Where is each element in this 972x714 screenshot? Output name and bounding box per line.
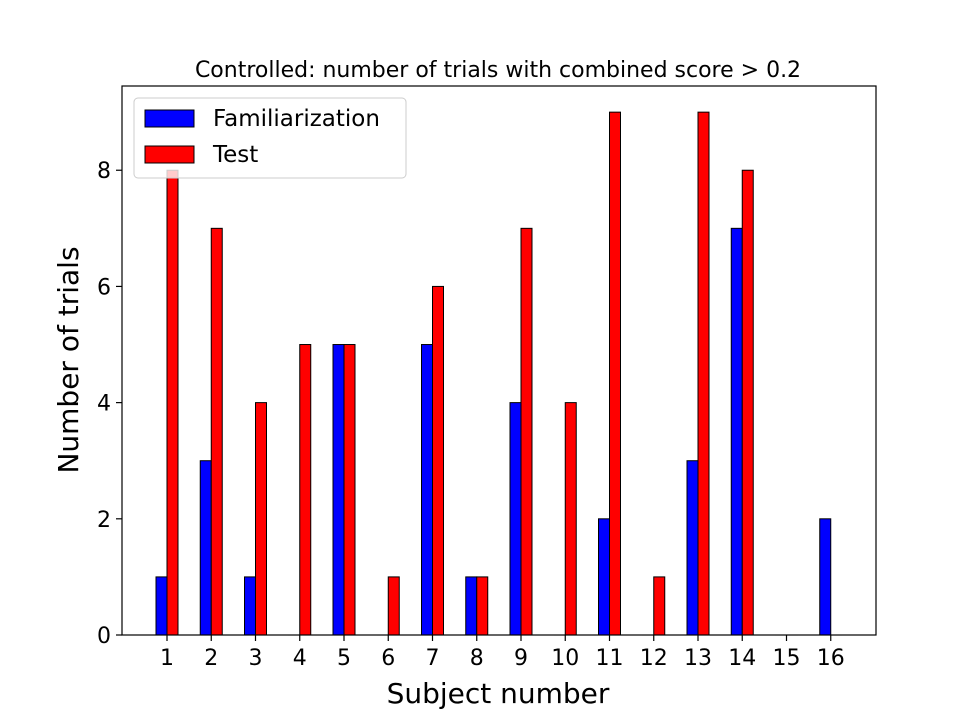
bar-test-4 [299, 344, 312, 636]
y-tick-label-2: 2 [97, 508, 111, 533]
legend: Familiarization Test [133, 97, 407, 179]
bar-test-11 [609, 111, 621, 636]
y-tick-label-4: 4 [97, 392, 111, 417]
bar-test-7 [432, 285, 444, 636]
bar-familiarization-11 [598, 518, 610, 636]
bar-test-1 [166, 169, 179, 636]
bar-familiarization-13 [686, 460, 699, 636]
legend-box [133, 97, 407, 179]
bar-test-12 [653, 576, 666, 636]
bar-familiarization-8 [465, 576, 478, 636]
legend-swatch-test [144, 145, 195, 164]
bar-test-5 [343, 344, 356, 636]
chart-title: Controlled: number of trials with combin… [195, 58, 801, 83]
plot-frame [121, 85, 877, 636]
y-tick-label-6: 6 [97, 275, 111, 300]
y-tick-label-0: 0 [97, 624, 111, 649]
x-tick-label-1: 1 [160, 646, 174, 671]
bar-test-3 [255, 402, 267, 636]
bar-familiarization-7 [421, 344, 433, 636]
bar-familiarization-2 [199, 460, 212, 636]
y-axis-label: Number of trials [52, 246, 85, 473]
x-tick-label-3: 3 [249, 646, 263, 671]
x-tick-label-7: 7 [426, 646, 440, 671]
x-tick-label-13: 13 [684, 646, 712, 671]
bar-test-8 [476, 576, 489, 636]
x-axis-label: Subject number [387, 677, 610, 710]
x-tick-label-14: 14 [728, 646, 756, 671]
x-tick-label-9: 9 [514, 646, 528, 671]
y-tick-label-8: 8 [97, 159, 111, 184]
x-tick-label-12: 12 [640, 646, 668, 671]
bar-test-9 [520, 227, 533, 636]
x-tick-label-16: 16 [817, 646, 845, 671]
x-tick-label-10: 10 [551, 646, 579, 671]
bar-familiarization-14 [730, 227, 743, 636]
x-tick-label-6: 6 [381, 646, 395, 671]
bars-layer [155, 111, 843, 636]
x-tick-label-15: 15 [773, 646, 801, 671]
bar-test-14 [741, 169, 754, 636]
x-tick-label-2: 2 [204, 646, 218, 671]
bar-test-10 [564, 402, 577, 636]
bar-familiarization-16 [819, 518, 832, 636]
bar-familiarization-9 [509, 402, 522, 636]
bar-test-6 [387, 576, 400, 636]
bar-test-13 [697, 111, 710, 636]
bar-familiarization-1 [155, 576, 168, 636]
x-tick-label-8: 8 [470, 646, 484, 671]
bar-test-2 [210, 227, 223, 636]
bar-familiarization-3 [244, 576, 256, 636]
x-tick-label-5: 5 [337, 646, 351, 671]
legend-swatch-familiarization [144, 109, 195, 128]
x-tick-label-11: 11 [596, 646, 624, 671]
legend-label-familiarization: Familiarization [213, 106, 380, 132]
bar-familiarization-5 [332, 344, 345, 636]
x-tick-label-4: 4 [293, 646, 307, 671]
legend-label-test: Test [212, 142, 258, 168]
